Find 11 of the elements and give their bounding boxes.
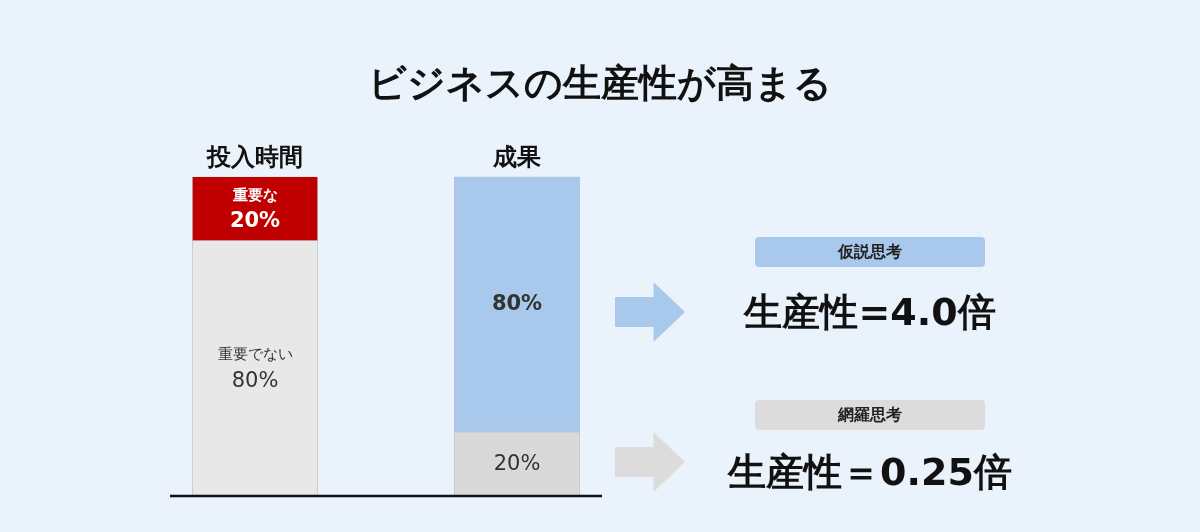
data-label: 重要な 20%: [229, 185, 281, 233]
text: 仮説思考: [755, 237, 985, 267]
chart-title: ビジネスの生産性が高まる: [367, 60, 833, 107]
x-tick-label: 成果: [492, 142, 541, 171]
data-label: 重要でない 80%: [217, 345, 293, 392]
text: 生産性=4.0倍: [742, 289, 997, 336]
data-label: 80%: [491, 290, 543, 315]
x-tick-label: 投入時間: [206, 142, 303, 171]
text: 生産性＝0.25倍: [726, 449, 1013, 496]
text: 網羅思考: [755, 400, 985, 430]
data-label: 20%: [493, 450, 541, 475]
